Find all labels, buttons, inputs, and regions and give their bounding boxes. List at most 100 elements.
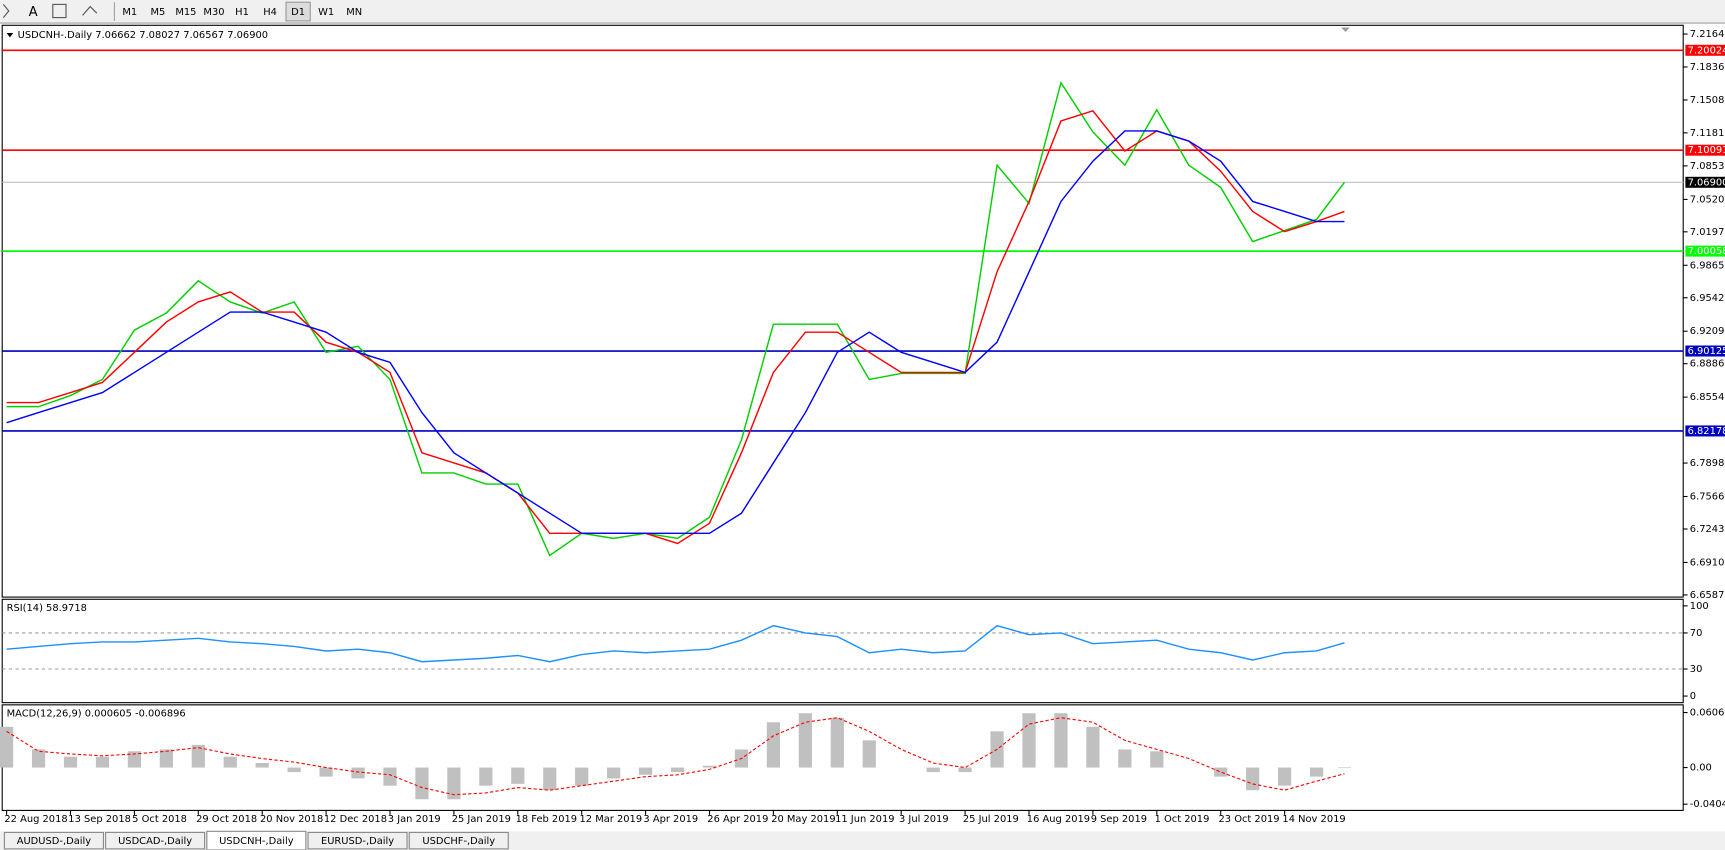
series-line xyxy=(6,130,1345,535)
y-tick-label: 6.92095 xyxy=(1690,326,1725,337)
tab[interactable] xyxy=(206,830,307,850)
macd-bar xyxy=(255,763,269,768)
series-line xyxy=(6,80,1346,557)
macd-bar xyxy=(127,751,141,768)
x-tick-label: 3 Jul 2019 xyxy=(899,814,949,825)
text-tool[interactable]: A xyxy=(29,5,38,20)
y-tick-label: 7.01975 xyxy=(1690,227,1725,238)
level-label-bg xyxy=(1685,425,1725,437)
y-tick-label: 6.98650 xyxy=(1690,260,1725,271)
tabs: AUDUSD-,Daily USDCAD-,Daily USDCNH-,Daily E… xyxy=(3,830,509,850)
macd-bar xyxy=(607,767,621,779)
x-tick-label: 1 Oct 2019 xyxy=(1155,814,1210,825)
macd-bar xyxy=(351,767,365,779)
x-tick-label: 20 Nov 2018 xyxy=(260,814,323,825)
x-tick-label: 25 Jan 2019 xyxy=(452,814,511,825)
toolbar xyxy=(0,0,1725,24)
x-tick-label: 11 Jun 2019 xyxy=(835,814,894,825)
tab[interactable] xyxy=(408,831,509,850)
timeframe-button[interactable]: M30 xyxy=(203,7,224,18)
y-tick-label: 0 xyxy=(1690,691,1696,702)
level-label: 6.82178 xyxy=(1688,426,1725,437)
y-tick-label: 7.11815 xyxy=(1690,128,1725,139)
cursor-tool[interactable] xyxy=(2,4,10,18)
y-tick-label: 6.95420 xyxy=(1690,293,1725,304)
x-tick-label: 12 Dec 2018 xyxy=(324,814,387,825)
timeframe-button[interactable]: W1 xyxy=(318,7,334,18)
y-tick-label: 0.00 xyxy=(1690,763,1712,774)
arrow-tool[interactable] xyxy=(82,5,98,16)
x-tick-label: 29 Oct 2018 xyxy=(196,814,257,825)
y-tick-label: 6.69105 xyxy=(1690,557,1725,568)
timeframe-button[interactable]: H1 xyxy=(235,7,249,18)
y-tick-label: 6.88865 xyxy=(1690,359,1725,370)
macd-bar xyxy=(958,767,972,773)
macd-bar xyxy=(1309,767,1324,777)
macd-bar xyxy=(1150,751,1164,768)
x-tick-label: 13 Sep 2018 xyxy=(68,814,131,825)
macd-bar xyxy=(159,749,173,768)
y-tick-label: 30 xyxy=(1690,664,1703,675)
tab[interactable] xyxy=(3,831,104,850)
timeframe-button[interactable]: H4 xyxy=(263,7,277,18)
macd-bar xyxy=(191,744,205,768)
header-arrow xyxy=(6,32,14,38)
tab-label[interactable]: EURUSD-,Daily xyxy=(321,836,394,847)
y-tick-label: 0.060687 xyxy=(1690,708,1725,719)
timeframes: M1 M5 M15 M30 H1 H4 D1 W1 MN xyxy=(122,1,362,22)
rsi-panel xyxy=(1,598,1684,704)
y-tick-label: 7.18365 xyxy=(1690,62,1725,73)
macd-bar xyxy=(63,756,78,768)
y-tick-label: 100 xyxy=(1690,601,1709,612)
x-tick-label: 3 Apr 2019 xyxy=(643,814,698,825)
y-tick-label: 6.72430 xyxy=(1690,524,1725,535)
x-tick-label: 25 Jul 2019 xyxy=(963,814,1019,825)
timeframe-button[interactable]: M1 xyxy=(122,7,137,18)
macd-bar xyxy=(1022,713,1036,768)
y-tick-label: 7.05200 xyxy=(1690,194,1725,205)
macd-bar xyxy=(1054,713,1068,768)
macd-bar xyxy=(1246,767,1260,791)
y-tick-label: 7.15085 xyxy=(1690,95,1725,106)
level-label: 7.00058 xyxy=(1688,246,1725,257)
timeframe-button[interactable]: M5 xyxy=(150,7,165,18)
label-tool[interactable] xyxy=(52,3,67,19)
tab[interactable] xyxy=(307,831,408,850)
macd-bar xyxy=(575,767,589,786)
y-tick-label: 6.75660 xyxy=(1690,492,1725,503)
y-tick-label: 70 xyxy=(1690,628,1703,639)
macd-title: MACD(12,26,9) 0.000605 -0.006896 xyxy=(7,709,186,720)
macd-bar xyxy=(31,749,46,768)
macd-bar xyxy=(319,767,333,777)
x-tick-label: 5 Oct 2018 xyxy=(132,814,187,825)
macd-bar xyxy=(223,756,237,768)
level-label: 6.90125 xyxy=(1688,346,1725,357)
timeframe-button[interactable]: MN xyxy=(346,7,362,18)
tab[interactable] xyxy=(105,831,206,850)
tab-label[interactable]: USDCNH-,Daily xyxy=(219,836,294,847)
macd-bar xyxy=(383,767,397,786)
macd-bar xyxy=(479,767,493,786)
macd-bar xyxy=(798,713,812,768)
series-line xyxy=(6,717,1345,796)
macd-bar xyxy=(415,767,429,800)
shift-marker xyxy=(1341,27,1350,32)
tab-label[interactable]: USDCAD-,Daily xyxy=(118,836,192,847)
macd-bar xyxy=(639,767,653,775)
x-tick-label: 16 Aug 2019 xyxy=(1027,814,1090,825)
tab-label[interactable]: USDCHF-,Daily xyxy=(422,836,495,847)
x-tick-label: 18 Feb 2019 xyxy=(516,814,577,825)
tab-label[interactable]: AUDUSD-,Daily xyxy=(17,836,92,847)
level-label-bg xyxy=(1685,345,1725,357)
active-timeframe xyxy=(285,1,311,22)
y-tick-label: 6.78985 xyxy=(1690,458,1725,469)
timeframe-button[interactable]: D1 xyxy=(291,7,305,18)
last-price-label: 7.06900 xyxy=(1688,177,1725,188)
macd-bar xyxy=(1337,767,1352,768)
x-tick-label: 9 Sep 2019 xyxy=(1091,814,1147,825)
macd-bar xyxy=(926,767,940,773)
x-tick-label: 14 Nov 2019 xyxy=(1282,814,1345,825)
macd-bar xyxy=(543,767,557,791)
timeframe-button[interactable]: M15 xyxy=(175,7,196,18)
